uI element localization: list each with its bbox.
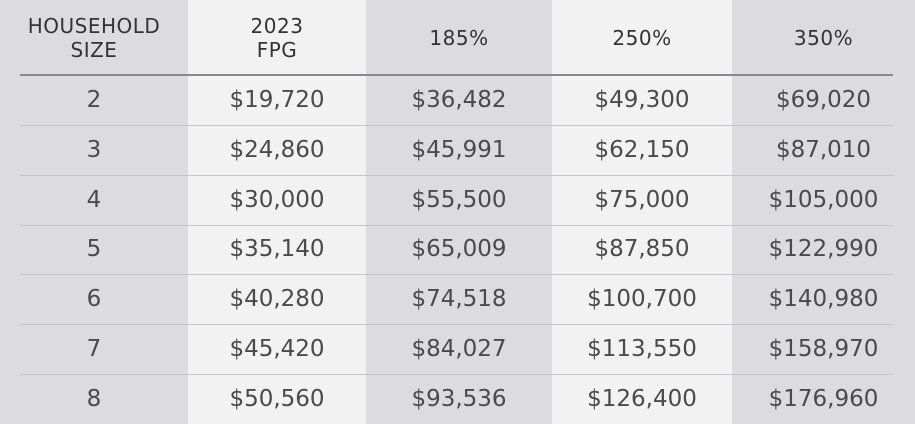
table-cell: $126,400: [587, 386, 697, 413]
table-cell: $100,700: [587, 286, 697, 313]
column-band: [366, 0, 552, 424]
header-cell: HOUSEHOLD SIZE: [0, 0, 188, 75]
header-text: 250%: [612, 25, 672, 50]
table-cell: $50,560: [229, 386, 325, 413]
table-cell: $55,500: [411, 186, 507, 213]
column-band: [732, 0, 915, 424]
column-band: [552, 0, 732, 424]
table-cell: $40,280: [229, 286, 325, 313]
header-rule: [20, 74, 893, 76]
table-cell: 3: [86, 136, 102, 163]
table-cell: $122,990: [768, 236, 879, 263]
table-cell: 4: [86, 186, 102, 213]
table-cell: $158,970: [768, 336, 879, 363]
table-cell: $45,420: [229, 336, 325, 363]
column-band: [0, 0, 188, 424]
table-cell: $62,150: [594, 136, 690, 163]
table-cell: $65,009: [411, 236, 507, 263]
table-cell: 8: [86, 386, 102, 413]
table-cell: $30,000: [229, 186, 325, 213]
table-cell: $49,300: [594, 86, 690, 113]
table-cell: $84,027: [411, 336, 507, 363]
table-cell: $35,140: [229, 236, 325, 263]
table-cell: $45,991: [411, 136, 507, 163]
header-text: HOUSEHOLD SIZE: [27, 13, 161, 62]
header-cell: 250%: [552, 0, 732, 75]
table-cell: 7: [86, 336, 102, 363]
header-cell: 350%: [732, 0, 915, 75]
table-cell: $19,720: [229, 86, 325, 113]
table-cell: $176,960: [768, 386, 879, 413]
table-cell: 6: [86, 286, 102, 313]
table-cell: 5: [86, 236, 102, 263]
column-band: [188, 0, 366, 424]
row-rule: [20, 174, 893, 176]
header-text: 185%: [429, 25, 489, 50]
table-cell: $87,850: [594, 236, 690, 263]
row-rule: [20, 124, 893, 126]
table-cell: $93,536: [411, 386, 507, 413]
header-cell: 2023 FPG: [188, 0, 366, 75]
row-rule: [20, 374, 893, 376]
header-text: 2023 FPG: [250, 13, 304, 62]
table-cell: $113,550: [587, 336, 697, 363]
row-rule: [20, 324, 893, 326]
table-cell: $87,010: [775, 136, 872, 163]
table-cell: $75,000: [594, 186, 690, 213]
table-cell: $74,518: [411, 286, 507, 313]
header-cell: 185%: [366, 0, 552, 75]
table-cell: 2: [86, 86, 102, 113]
table-cell: $140,980: [768, 286, 879, 313]
row-rule: [20, 274, 893, 276]
row-rule: [20, 224, 893, 226]
table-cell: $105,000: [768, 186, 879, 213]
table-cell: $24,860: [229, 136, 325, 163]
header-text: 350%: [793, 25, 854, 50]
table-cell: $36,482: [411, 86, 507, 113]
table-cell: $69,020: [775, 86, 872, 113]
